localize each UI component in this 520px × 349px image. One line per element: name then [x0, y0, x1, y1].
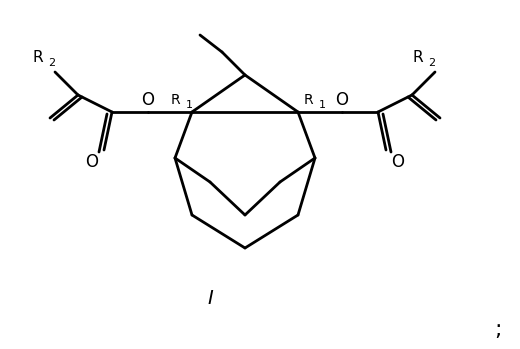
- Text: O: O: [85, 153, 98, 171]
- Text: ;: ;: [494, 320, 502, 340]
- Text: 1: 1: [318, 100, 326, 110]
- Text: O: O: [141, 91, 154, 109]
- Text: I: I: [207, 289, 213, 307]
- Text: R: R: [413, 51, 423, 66]
- Text: 2: 2: [48, 58, 56, 68]
- Text: 1: 1: [186, 100, 192, 110]
- Text: R: R: [33, 51, 43, 66]
- Text: O: O: [335, 91, 348, 109]
- Text: 2: 2: [428, 58, 436, 68]
- Text: R: R: [170, 93, 180, 107]
- Text: R: R: [303, 93, 313, 107]
- Text: O: O: [392, 153, 405, 171]
